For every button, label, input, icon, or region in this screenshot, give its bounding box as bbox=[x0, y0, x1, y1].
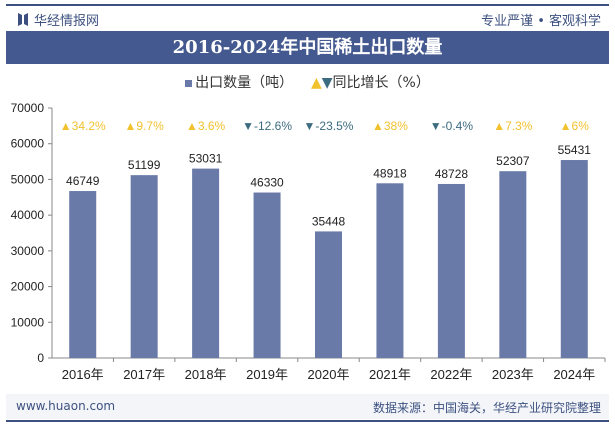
bar-2019年 bbox=[253, 192, 281, 358]
growth-label: ▼-0.4% bbox=[430, 119, 474, 133]
growth-label: ▲9.7% bbox=[125, 119, 165, 133]
down-triangle-icon: ▼ bbox=[321, 75, 333, 91]
y-tick-label: 50000 bbox=[11, 172, 45, 186]
y-tick-label: 40000 bbox=[11, 208, 45, 222]
bar-value-label: 53031 bbox=[189, 152, 223, 166]
y-tick-label: 0 bbox=[37, 351, 44, 365]
bar-2023年 bbox=[499, 171, 527, 358]
y-tick-label: 20000 bbox=[11, 280, 45, 294]
growth-label: ▲6% bbox=[560, 119, 590, 133]
bar-value-label: 52307 bbox=[496, 154, 530, 168]
x-tick-label: 2024年 bbox=[553, 367, 595, 382]
bar-value-label: 46330 bbox=[250, 176, 284, 190]
growth-label: ▲7.3% bbox=[493, 119, 533, 133]
growth-label: ▼-12.6% bbox=[242, 119, 292, 133]
growth-label: ▲34.2% bbox=[60, 119, 106, 133]
y-tick-label: 70000 bbox=[11, 101, 45, 115]
y-tick-label: 10000 bbox=[11, 315, 45, 329]
y-tick-label: 30000 bbox=[11, 244, 45, 258]
bar-2020年 bbox=[315, 231, 342, 358]
bar-2018年 bbox=[192, 168, 220, 358]
x-tick-label: 2016年 bbox=[62, 367, 104, 382]
bar-2017年 bbox=[130, 175, 158, 358]
bar-2021年 bbox=[376, 183, 404, 358]
legend-bar-label: 出口数量（吨） bbox=[195, 75, 294, 91]
x-tick-label: 2021年 bbox=[369, 367, 411, 382]
y-tick-label: 60000 bbox=[11, 137, 45, 151]
bar-value-label: 51199 bbox=[128, 158, 161, 172]
x-tick-label: 2023年 bbox=[492, 367, 534, 382]
brand: 华经情报网 bbox=[18, 10, 99, 29]
growth-label: ▼-23.5% bbox=[304, 119, 354, 133]
x-tick-label: 2017年 bbox=[123, 367, 165, 382]
growth-label: ▲3.6% bbox=[186, 119, 226, 133]
bar-value-label: 35448 bbox=[312, 214, 346, 228]
slogan: 专业严谨 • 客观科学 bbox=[481, 14, 601, 29]
legend: 出口数量（吨） ▲▼同比增长（%） bbox=[0, 72, 615, 92]
bar-value-label: 55431 bbox=[558, 143, 592, 157]
footer: www.huaon.com 数据来源：中国海关，华经产业研究院整理 bbox=[6, 394, 609, 419]
footer-source: 数据来源：中国海关，华经产业研究院整理 bbox=[372, 401, 601, 415]
x-tick-label: 2022年 bbox=[430, 367, 472, 382]
x-tick-label: 2019年 bbox=[246, 367, 288, 382]
legend-growth-label: 同比增长（%） bbox=[332, 75, 430, 91]
bar-2022年 bbox=[437, 183, 465, 358]
bar-2024年 bbox=[560, 160, 588, 358]
bar-value-label: 46749 bbox=[66, 174, 100, 188]
legend-bar-swatch bbox=[185, 79, 193, 87]
up-triangle-icon: ▲ bbox=[310, 75, 322, 91]
top-rule bbox=[6, 4, 609, 6]
bar-value-label: 48918 bbox=[373, 166, 407, 180]
brand-name: 华经情报网 bbox=[34, 14, 100, 29]
x-tick-label: 2018年 bbox=[185, 367, 227, 382]
chart-title: 2016-2024年中国稀土出口数量 bbox=[6, 31, 609, 64]
bar-value-label: 48728 bbox=[435, 167, 469, 181]
growth-label: ▲38% bbox=[372, 119, 408, 133]
footer-url: www.huaon.com bbox=[16, 399, 116, 413]
bottom-rule bbox=[6, 420, 609, 422]
bar-2016年 bbox=[69, 191, 97, 358]
x-tick-label: 2020年 bbox=[308, 367, 350, 382]
